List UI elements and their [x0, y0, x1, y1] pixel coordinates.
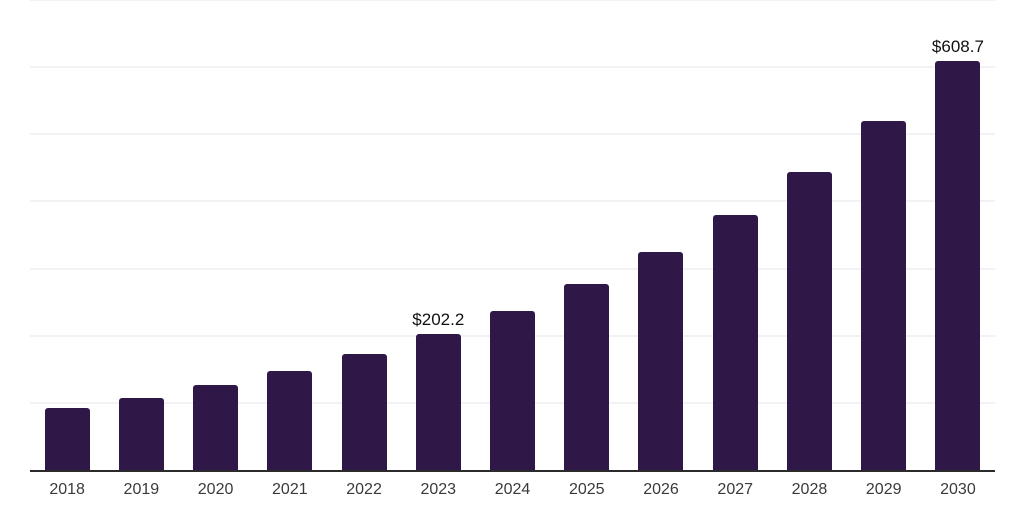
bar-slot	[30, 0, 104, 470]
bar-slot	[327, 0, 401, 470]
x-axis-label-2024: 2024	[494, 481, 531, 498]
bar-slot	[698, 0, 772, 470]
x-axis-label-2020: 2020	[197, 481, 234, 498]
bar-2023	[415, 334, 461, 470]
bar-slot	[847, 0, 921, 470]
gridline	[30, 267, 995, 270]
plot-area: $202.2 $608.7	[30, 0, 995, 470]
bar-slot	[772, 0, 846, 470]
bar-slot: $608.7	[921, 0, 995, 470]
gridline	[30, 66, 995, 69]
bar-slot: $202.2	[401, 0, 475, 470]
bar-2019	[118, 397, 164, 470]
x-axis-label-2028: 2028	[791, 481, 828, 498]
x-axis-label-2030: 2030	[940, 481, 976, 498]
bar-slot	[178, 0, 252, 470]
x-axis-labels: 2018 2019 2020 2021 2022 2023 2024 2025 2026 2027…	[30, 472, 995, 499]
gridline	[30, 133, 995, 136]
x-axis-label-2027: 2027	[717, 481, 754, 498]
x-axis-line	[30, 470, 995, 472]
x-axis-label-2022: 2022	[346, 481, 382, 498]
bar-slot	[104, 0, 178, 470]
bar-2028	[786, 171, 832, 470]
bar-2018	[44, 408, 90, 470]
bar-slot	[253, 0, 327, 470]
bar-2021	[267, 370, 313, 470]
x-axis-label-2025: 2025	[568, 481, 605, 498]
bar-2022	[341, 353, 387, 470]
bar-2029	[861, 120, 907, 470]
bar-2025	[564, 284, 610, 470]
bar-slot	[475, 0, 549, 470]
bar-slot	[624, 0, 698, 470]
bar-2026	[638, 252, 684, 470]
bar-slot	[550, 0, 624, 470]
gridline	[30, 0, 995, 1]
bar-2027	[712, 215, 758, 470]
bar-slots: $202.2 $608.7	[30, 0, 995, 470]
x-axis-label-2023: 2023	[420, 481, 457, 498]
bar-2020	[193, 385, 239, 470]
bar-value-label-2030: $608.7	[931, 37, 984, 57]
x-axis-label-2029: 2029	[865, 481, 902, 498]
gridline	[30, 200, 995, 203]
bar-2024	[490, 311, 536, 470]
bar-2030	[935, 61, 981, 470]
x-axis-label-2026: 2026	[643, 481, 679, 498]
x-axis-label-2021: 2021	[272, 481, 308, 498]
bar-value-label-2023: $202.2	[412, 310, 465, 330]
x-axis-label-2018: 2018	[49, 481, 85, 498]
x-axis-label-2019: 2019	[123, 481, 160, 498]
